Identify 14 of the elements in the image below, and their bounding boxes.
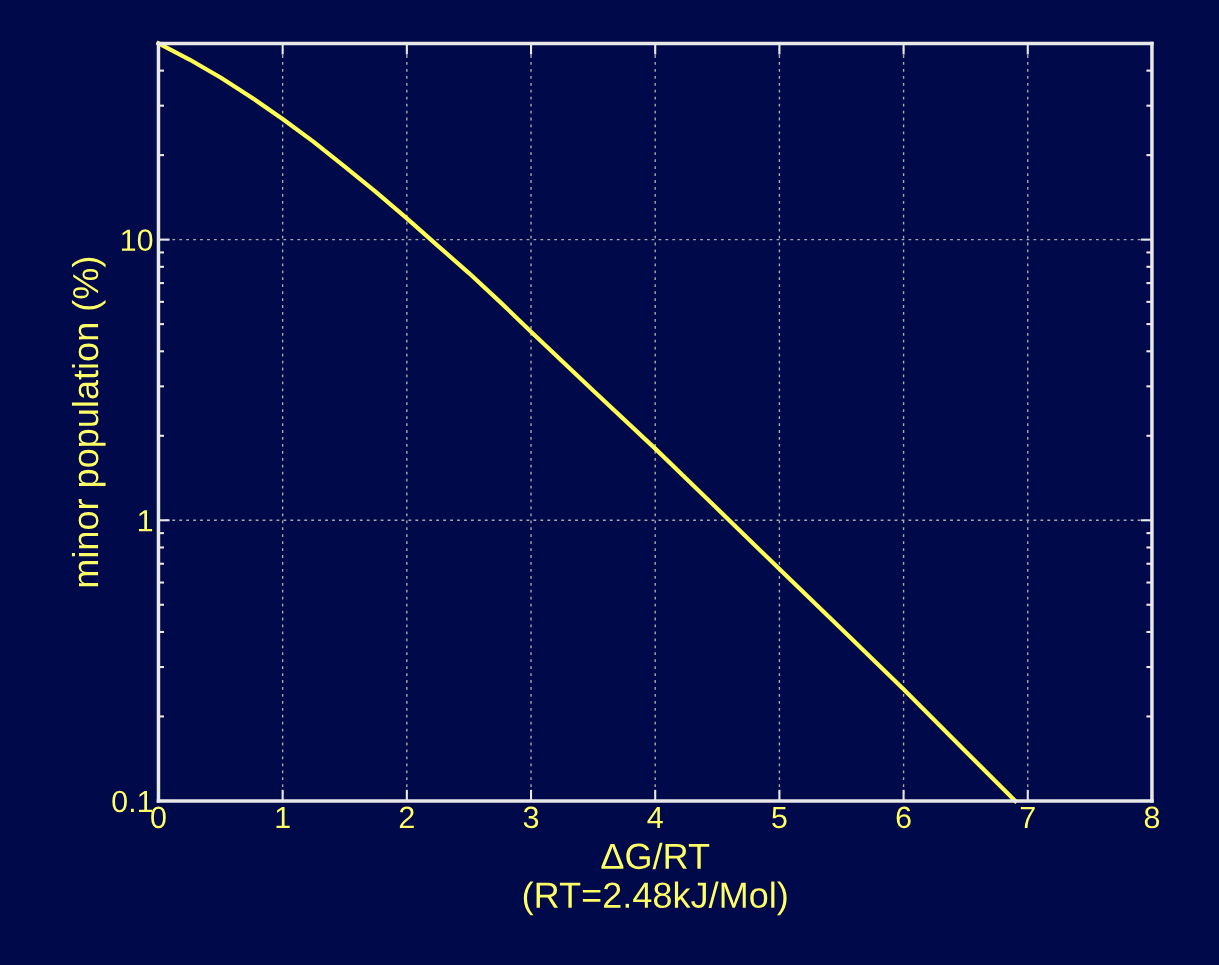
x-tick-label: 6 <box>896 806 911 829</box>
x-tick-label: 1 <box>276 806 290 828</box>
x-tick-label: 5 <box>772 806 787 829</box>
x-tick-label: 4 <box>647 806 663 828</box>
y-tick-label: 0.1 <box>112 790 153 813</box>
x-tick-label: 3 <box>523 806 539 829</box>
x-tick-label: 7 <box>1020 806 1035 828</box>
x-tick-label: 2 <box>399 806 414 828</box>
x-axis-title: ΔG/RT (RT=2.48kJ/Mol) <box>523 842 787 916</box>
y-axis-title: minor population (%) <box>71 257 106 587</box>
y-tick-label: 10 <box>121 229 153 251</box>
x-tick-label: 0 <box>151 806 166 829</box>
x-tick-label: 8 <box>1144 806 1160 829</box>
y-tick-label: 1 <box>138 510 153 532</box>
